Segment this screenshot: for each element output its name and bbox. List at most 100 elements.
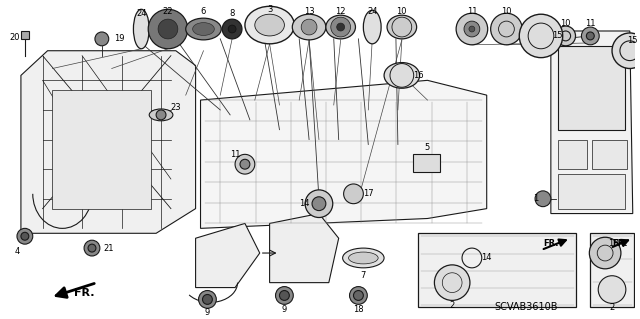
- Text: 2: 2: [449, 301, 455, 310]
- Ellipse shape: [364, 10, 381, 44]
- Text: 24: 24: [367, 7, 378, 16]
- Polygon shape: [551, 31, 633, 213]
- Bar: [413, 154, 440, 172]
- Bar: [590, 233, 634, 307]
- Text: 6: 6: [201, 7, 206, 16]
- Ellipse shape: [292, 14, 326, 40]
- Circle shape: [305, 190, 333, 218]
- Text: 11: 11: [467, 7, 477, 16]
- Circle shape: [586, 32, 595, 40]
- Circle shape: [235, 154, 255, 174]
- Ellipse shape: [186, 18, 221, 40]
- Bar: [418, 233, 575, 307]
- Text: 20: 20: [10, 33, 20, 42]
- Text: 16: 16: [413, 71, 424, 80]
- Circle shape: [435, 265, 470, 300]
- Polygon shape: [269, 213, 339, 283]
- Polygon shape: [200, 80, 486, 228]
- Text: 15: 15: [552, 32, 563, 41]
- Text: 18: 18: [353, 305, 364, 314]
- Text: 2: 2: [609, 303, 614, 312]
- Ellipse shape: [387, 15, 417, 39]
- Text: 3: 3: [267, 5, 272, 14]
- Text: FR.: FR.: [543, 239, 559, 248]
- Text: FR.: FR.: [612, 239, 628, 248]
- Text: 10: 10: [561, 19, 571, 28]
- Circle shape: [535, 191, 551, 207]
- Circle shape: [95, 32, 109, 46]
- Ellipse shape: [349, 252, 378, 264]
- Circle shape: [582, 27, 599, 45]
- Ellipse shape: [326, 15, 355, 39]
- Circle shape: [228, 25, 236, 33]
- Bar: [558, 174, 625, 209]
- Text: 24: 24: [136, 9, 147, 18]
- Circle shape: [598, 276, 626, 303]
- Text: 15: 15: [627, 36, 638, 45]
- Bar: [21, 31, 29, 39]
- Circle shape: [156, 110, 166, 120]
- Text: 10: 10: [397, 7, 407, 16]
- Circle shape: [84, 240, 100, 256]
- Text: 14: 14: [481, 254, 492, 263]
- Circle shape: [276, 286, 293, 304]
- Ellipse shape: [193, 23, 214, 35]
- Circle shape: [344, 184, 364, 204]
- Circle shape: [469, 26, 475, 32]
- Text: FR.: FR.: [74, 287, 94, 298]
- Ellipse shape: [149, 109, 173, 121]
- Text: 5: 5: [425, 143, 430, 152]
- Circle shape: [280, 291, 289, 300]
- Text: 1: 1: [533, 194, 539, 203]
- Ellipse shape: [245, 6, 294, 44]
- Bar: [52, 90, 151, 209]
- Polygon shape: [21, 51, 196, 233]
- Circle shape: [331, 17, 351, 37]
- Circle shape: [202, 294, 212, 304]
- Circle shape: [519, 14, 563, 58]
- Polygon shape: [196, 223, 260, 287]
- Text: 10: 10: [501, 7, 512, 16]
- Ellipse shape: [342, 248, 384, 268]
- Text: 13: 13: [304, 7, 314, 16]
- Circle shape: [17, 228, 33, 244]
- Circle shape: [240, 159, 250, 169]
- Ellipse shape: [133, 9, 149, 49]
- Circle shape: [456, 13, 488, 45]
- Circle shape: [198, 291, 216, 308]
- Bar: [592, 139, 627, 169]
- Text: 22: 22: [163, 7, 173, 16]
- Circle shape: [337, 23, 344, 31]
- Text: 17: 17: [363, 189, 374, 198]
- Circle shape: [222, 19, 242, 39]
- Bar: [558, 139, 588, 169]
- Ellipse shape: [384, 63, 420, 88]
- Circle shape: [353, 291, 364, 300]
- Circle shape: [556, 26, 575, 46]
- Text: 11: 11: [230, 150, 240, 159]
- Text: 7: 7: [361, 271, 366, 280]
- Text: 8: 8: [229, 9, 235, 18]
- Circle shape: [88, 244, 96, 252]
- Text: 13: 13: [608, 239, 618, 248]
- Text: SCVAB3610B: SCVAB3610B: [495, 302, 558, 312]
- Circle shape: [158, 19, 178, 39]
- Bar: [558, 46, 625, 130]
- Text: 19: 19: [115, 34, 125, 43]
- Circle shape: [312, 197, 326, 211]
- Text: 9: 9: [282, 305, 287, 314]
- Text: 11: 11: [585, 19, 596, 28]
- Circle shape: [148, 9, 188, 49]
- Text: 12: 12: [335, 7, 346, 16]
- Circle shape: [21, 232, 29, 240]
- Text: 14: 14: [299, 199, 309, 208]
- Circle shape: [491, 13, 522, 45]
- Text: 21: 21: [104, 244, 114, 253]
- Circle shape: [464, 21, 480, 37]
- Ellipse shape: [255, 14, 284, 36]
- Circle shape: [349, 286, 367, 304]
- Circle shape: [589, 237, 621, 269]
- Circle shape: [612, 33, 640, 69]
- Circle shape: [301, 19, 317, 35]
- Text: 9: 9: [205, 308, 210, 317]
